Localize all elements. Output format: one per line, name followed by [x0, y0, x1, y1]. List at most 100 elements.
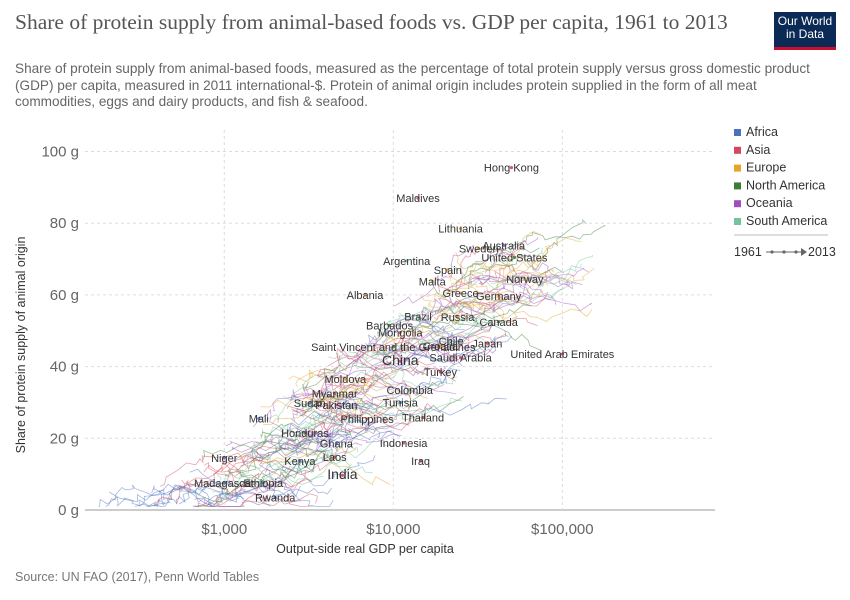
country-point[interactable]: India — [327, 466, 358, 482]
country-trace — [255, 436, 337, 461]
country-point[interactable]: United Arab Emirates — [510, 349, 614, 361]
country-point[interactable]: Brazil — [404, 311, 432, 323]
country-trace — [390, 335, 502, 363]
country-label: Hong Kong — [484, 163, 539, 175]
country-point[interactable]: China — [382, 352, 419, 368]
country-point[interactable]: Myanmar — [312, 388, 358, 400]
country-point[interactable]: Turkey — [424, 367, 458, 379]
country-point[interactable]: Rwanda — [255, 492, 296, 504]
country-point[interactable]: Ghana — [320, 439, 354, 451]
legend-item[interactable]: Oceania — [734, 196, 793, 210]
country-trace — [260, 377, 371, 408]
country-point[interactable]: Thailand — [402, 413, 444, 425]
country-point[interactable]: Mali — [249, 414, 269, 426]
time-arrow-head — [801, 248, 807, 256]
country-point[interactable]: Sudan — [294, 398, 326, 410]
country-label: Chile — [439, 336, 464, 348]
country-point[interactable]: Greece — [443, 288, 479, 300]
country-point[interactable]: Tunisia — [383, 397, 419, 409]
country-marker — [477, 246, 481, 250]
legend-item[interactable]: Asia — [734, 143, 770, 157]
country-point[interactable]: Norway — [506, 274, 544, 286]
logo-line-2: in Data — [785, 27, 825, 41]
country-point[interactable]: Saint Vincent and the Grenadines — [311, 342, 476, 354]
country-marker — [430, 279, 434, 283]
country-point[interactable]: Indonesia — [380, 438, 429, 450]
country-marker — [497, 320, 501, 324]
y-tick-label: 40 g — [50, 359, 79, 376]
country-point[interactable]: Niger — [211, 453, 238, 465]
country-point[interactable]: Kenya — [284, 456, 316, 468]
country-marker — [418, 459, 423, 463]
country-point[interactable]: Mongolia — [378, 328, 424, 340]
legend-swatch — [734, 182, 741, 190]
country-point[interactable]: United States — [481, 252, 548, 264]
country-point[interactable]: Honduras — [281, 428, 329, 440]
country-point[interactable]: Malta — [419, 276, 447, 288]
y-tick-label: 0 g — [58, 502, 79, 519]
country-point[interactable]: Albania — [347, 290, 385, 302]
country-label: Albania — [347, 290, 385, 302]
country-trace — [412, 304, 532, 330]
country-trace — [374, 314, 469, 342]
legend-item[interactable]: South America — [734, 214, 827, 228]
country-label: Indonesia — [380, 438, 429, 450]
country-marker — [333, 391, 337, 396]
time-range-indicator[interactable]: 1961 2013 — [734, 245, 836, 259]
country-trace — [417, 305, 493, 331]
country-point[interactable]: Barbados — [366, 320, 414, 332]
country-point[interactable]: Russia — [441, 312, 476, 324]
x-axis-label: Output-side real GDP per capita — [276, 542, 454, 556]
country-point[interactable]: Spain — [434, 265, 462, 277]
country-point[interactable]: Croatia — [423, 341, 459, 353]
country-trace — [196, 493, 318, 507]
country-marker — [365, 417, 369, 421]
owid-logo[interactable]: Our World in Data — [774, 12, 836, 50]
country-point[interactable]: Lithuania — [438, 224, 484, 236]
country-trace — [134, 491, 213, 507]
country-trace — [224, 446, 330, 486]
y-tick-label: 100 g — [41, 144, 79, 161]
country-marker — [405, 259, 409, 263]
time-arrow-dot — [770, 250, 774, 254]
country-trace — [217, 479, 301, 497]
x-tick-label: $100,000 — [531, 521, 594, 538]
country-marker — [222, 481, 226, 485]
legend-item[interactable]: Africa — [734, 125, 778, 139]
country-point[interactable]: Canada — [479, 317, 518, 329]
country-point[interactable]: Germany — [476, 291, 522, 303]
country-point[interactable]: Philippines — [341, 414, 395, 426]
country-marker — [560, 352, 564, 356]
country-point[interactable]: Iraq — [411, 456, 430, 468]
country-trace — [378, 350, 478, 369]
time-end-label: 2013 — [808, 245, 836, 259]
country-point[interactable]: Pakistan — [315, 400, 357, 412]
legend-item[interactable]: Europe — [734, 161, 786, 175]
country-trace — [403, 319, 541, 351]
country-point[interactable]: Maldives — [396, 193, 440, 205]
country-point[interactable]: Sweden — [459, 243, 499, 255]
country-marker — [458, 356, 463, 360]
country-label: United Arab Emirates — [510, 349, 614, 361]
legend-item[interactable]: North America — [734, 178, 825, 192]
country-point[interactable]: Moldova — [325, 374, 367, 386]
country-label: Madagascar — [194, 478, 255, 490]
country-point[interactable]: Japan — [472, 338, 502, 350]
country-point[interactable]: Colombia — [386, 385, 433, 397]
country-point[interactable]: Laos — [323, 452, 347, 464]
country-point[interactable]: Saudi Arabia — [429, 353, 492, 365]
country-trace — [288, 369, 369, 396]
country-trace — [421, 298, 481, 324]
country-point[interactable]: Ethiopia — [243, 478, 284, 490]
country-point[interactable]: Chile — [439, 336, 464, 348]
country-point[interactable]: Argentina — [383, 256, 431, 268]
country-trace — [251, 457, 373, 475]
x-tick-label: $10,000 — [366, 521, 420, 538]
country-point[interactable]: Australia — [482, 240, 526, 252]
country-point[interactable]: Madagascar — [194, 478, 255, 490]
country-point[interactable]: Hong Kong — [484, 163, 539, 175]
country-trace — [295, 369, 428, 399]
legend-label: South America — [746, 214, 827, 228]
country-trace — [499, 237, 582, 279]
